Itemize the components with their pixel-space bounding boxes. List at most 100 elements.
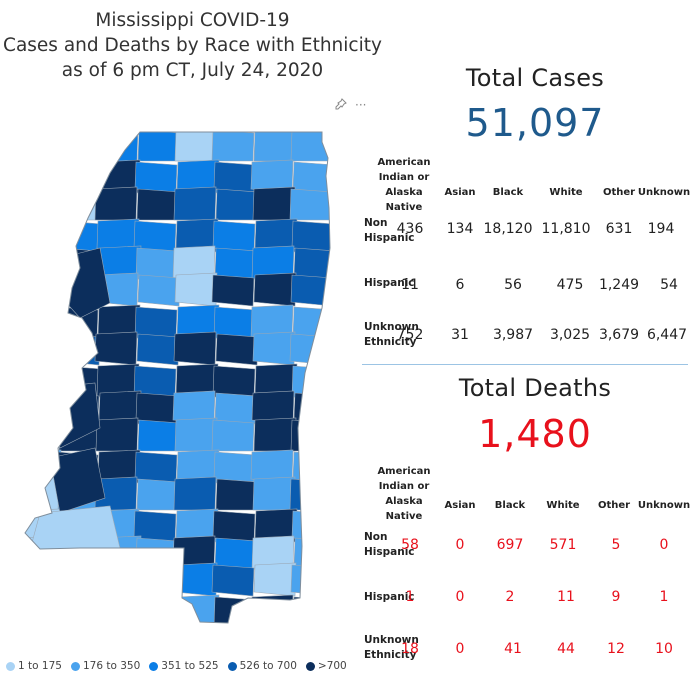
deaths-cell: 12: [607, 641, 625, 657]
county-region: [290, 132, 330, 162]
county-region: [289, 478, 330, 511]
county-region: [95, 132, 139, 162]
cases-cell: 31: [451, 327, 469, 343]
county-region: [291, 365, 330, 398]
cases-cell: 6: [455, 277, 465, 293]
deaths-col-american-indian: American Indian or Alaska Native: [377, 466, 431, 522]
map-legend: 1 to 175 176 to 350 351 to 525 526 to 70…: [6, 660, 347, 672]
cases-cell: 3,679: [598, 327, 640, 343]
county-region: [57, 188, 101, 221]
deaths-cell: 10: [655, 641, 673, 657]
county-region: [136, 188, 180, 221]
county-region: [134, 596, 178, 623]
county-region: [25, 417, 60, 452]
cases-cell: 134: [446, 221, 474, 237]
county-cells: [25, 132, 330, 623]
county-region: [174, 562, 218, 597]
county-region: [25, 159, 62, 194]
legend-swatch-4: [227, 661, 237, 671]
county-region: [215, 478, 259, 511]
county-region: [95, 417, 139, 452]
legend-label-3: 351 to 525: [161, 660, 219, 672]
county-region: [173, 331, 217, 366]
county-region: [214, 247, 258, 280]
county-region: [136, 478, 180, 511]
county-region: [135, 537, 179, 570]
county-region: [211, 564, 255, 597]
cases-cell: 1,249: [598, 277, 640, 293]
deaths-col-white: White: [546, 500, 580, 511]
cases-cell: 56: [504, 277, 522, 293]
county-region: [253, 272, 297, 307]
cases-cell: 6,447: [646, 327, 688, 343]
total-deaths-title: Total Deaths: [458, 374, 612, 402]
county-region: [49, 447, 106, 514]
county-region: [252, 186, 296, 221]
cases-cell: 18,120: [483, 221, 533, 237]
cases-cell: 436: [396, 221, 424, 237]
county-region: [134, 451, 178, 484]
county-region: [290, 564, 330, 597]
deaths-cell: 2: [505, 589, 515, 605]
title-line-2: Cases and Deaths by Race with Ethnicity: [3, 35, 382, 56]
county-region: [95, 562, 139, 597]
county-region: [25, 218, 61, 253]
cases-cell: 54: [660, 277, 678, 293]
deaths-col-black: Black: [494, 500, 526, 511]
county-region: [58, 564, 102, 597]
cases-cell: 11,810: [541, 221, 591, 237]
county-region: [292, 596, 330, 623]
county-region: [174, 417, 218, 452]
legend-label-5: >700: [317, 660, 347, 672]
legend-item-4: 526 to 700: [227, 660, 297, 672]
title-line-1: Mississippi COVID-19: [95, 10, 290, 31]
deaths-col-other: Other: [597, 500, 631, 511]
county-region: [137, 419, 181, 452]
county-region: [211, 419, 255, 452]
deaths-cell: 44: [557, 641, 575, 657]
county-region: [211, 274, 255, 307]
cases-cell: 3,987: [492, 327, 534, 343]
legend-label-2: 176 to 350: [82, 660, 141, 672]
legend-swatch-3: [149, 661, 159, 671]
cases-cell: 11: [401, 277, 419, 293]
cases-col-asian: Asian: [444, 187, 476, 198]
deaths-cell: 1: [405, 589, 415, 605]
county-region: [289, 188, 330, 221]
legend-item-5: >700: [305, 660, 347, 672]
cases-col-unknown: Unknown: [637, 187, 691, 198]
total-cases-title: Total Cases: [465, 64, 605, 92]
county-region: [55, 161, 99, 194]
more-options-icon[interactable]: ···: [355, 98, 367, 112]
county-region: [252, 476, 296, 511]
deaths-cell: 18: [401, 641, 419, 657]
legend-item-3: 351 to 525: [149, 660, 219, 672]
deaths-col-asian: Asian: [444, 500, 476, 511]
pin-icon[interactable]: [335, 98, 347, 113]
deaths-cell: 0: [455, 589, 465, 605]
county-region: [94, 331, 138, 366]
county-region: [25, 304, 62, 339]
deaths-cell: 0: [659, 537, 669, 553]
county-region: [135, 247, 179, 280]
county-region: [214, 392, 258, 425]
cases-cell: 631: [605, 221, 633, 237]
legend-swatch-2: [70, 661, 80, 671]
county-region: [59, 220, 103, 253]
county-region: [253, 562, 297, 597]
county-region: [25, 272, 60, 307]
deaths-cell: 11: [557, 589, 575, 605]
deaths-cell: 9: [611, 589, 621, 605]
county-region: [215, 333, 259, 366]
county-region: [25, 132, 60, 162]
county-region: [213, 596, 257, 623]
county-region: [29, 505, 121, 551]
county-region: [173, 476, 217, 511]
county-region: [292, 161, 330, 194]
county-region: [212, 365, 256, 398]
deaths-cell: 58: [401, 537, 419, 553]
county-region: [212, 220, 256, 253]
county-region: [25, 331, 64, 366]
county-region: [213, 161, 257, 194]
cases-col-white: White: [549, 187, 583, 198]
